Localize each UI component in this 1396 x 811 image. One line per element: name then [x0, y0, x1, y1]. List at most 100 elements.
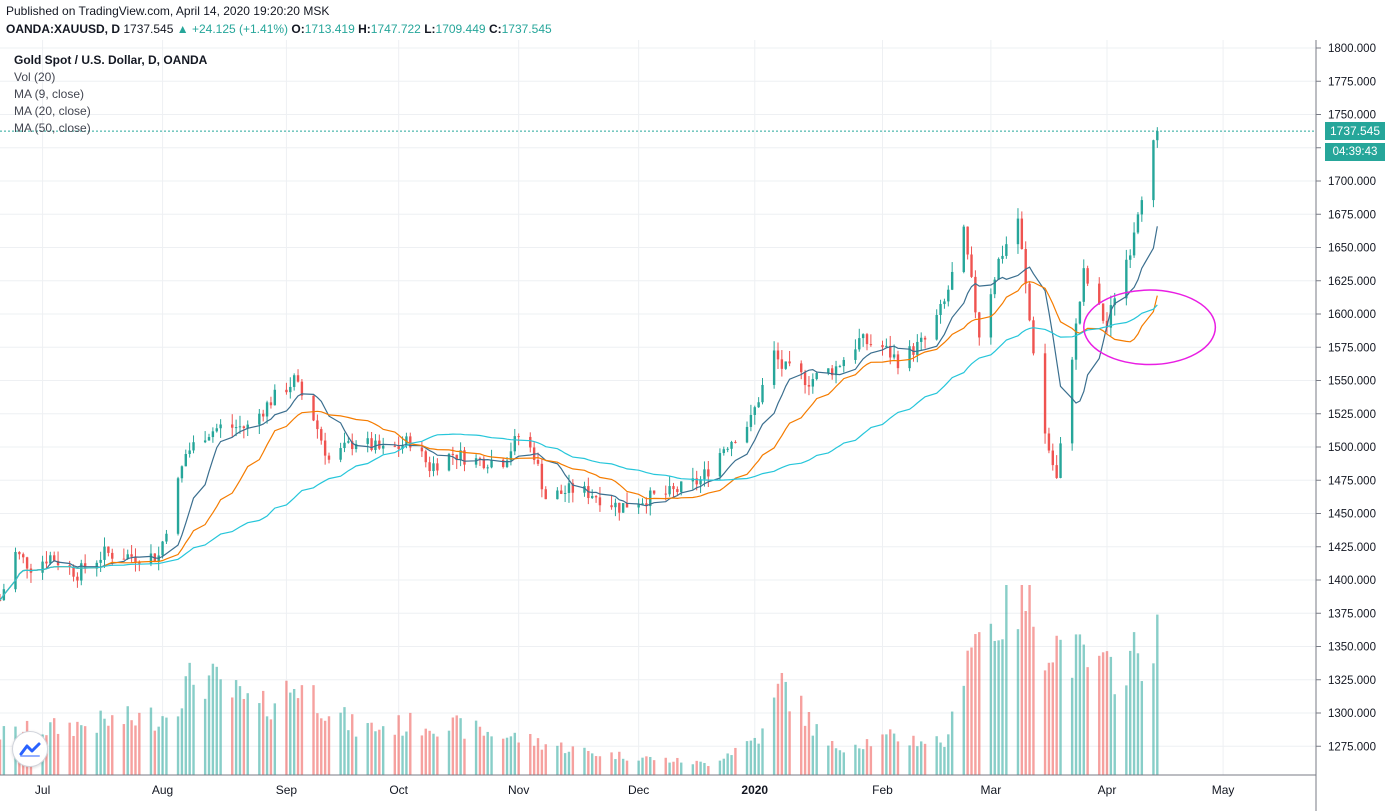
volume-bar [1113, 694, 1116, 775]
volume-bar [366, 723, 369, 775]
candle-body [730, 441, 733, 449]
volume-bar [463, 738, 466, 775]
volume-bar [803, 725, 807, 775]
volume-bar [231, 697, 234, 775]
volume-bar [285, 680, 288, 775]
volume-bar [780, 672, 784, 775]
candle-body [923, 337, 927, 340]
candle-body [14, 551, 17, 590]
candle-body [591, 496, 594, 499]
candle-body [780, 359, 784, 369]
candle-body [269, 402, 273, 406]
candle-body [800, 363, 803, 373]
volume-bar [351, 714, 354, 775]
legend-volume[interactable]: Vol (20) [14, 70, 56, 84]
volume-bar [745, 741, 749, 775]
candle-body [1051, 450, 1054, 466]
candle-body [1024, 249, 1027, 284]
volume-bar [621, 758, 625, 775]
candle-body [807, 385, 811, 387]
volume-bar [1129, 650, 1132, 775]
volume-bar [323, 720, 327, 775]
candle-body [865, 334, 869, 345]
candle-body [614, 502, 617, 508]
legend-ma20[interactable]: MA (20, close) [14, 104, 91, 118]
price-chart[interactable]: 1275.000 1300.000 1325.000 1350.000 1375.000… [0, 40, 1396, 811]
volume-bar [556, 745, 559, 775]
open-value: 1713.419 [304, 22, 355, 36]
y-tick-label: 1500.000 [1328, 442, 1376, 454]
volume-bar [296, 698, 300, 775]
legend-ma50[interactable]: MA (50, close) [14, 121, 91, 135]
candle-body [134, 556, 137, 563]
candle-body [161, 541, 164, 556]
candle-body [1043, 353, 1047, 434]
candle-body [610, 505, 613, 508]
volume-bar [401, 735, 404, 775]
volume-bar [509, 736, 513, 775]
volume-bar [707, 766, 710, 775]
candle-body [68, 565, 71, 567]
candle-body [327, 455, 331, 460]
candle-body [258, 413, 261, 425]
annotation-ellipse [1083, 289, 1217, 366]
volume-bar [246, 693, 249, 775]
candle-body [111, 552, 114, 559]
volume-bar [1132, 632, 1136, 775]
volume-bar [505, 737, 509, 775]
candle-body [490, 459, 493, 468]
candle-body [486, 467, 489, 469]
candle-body [505, 460, 509, 467]
candle-body [343, 442, 346, 449]
volume-bar [966, 650, 969, 775]
candle-body [273, 389, 277, 406]
x-tick-label: Apr [1098, 783, 1117, 797]
candle-body [130, 554, 133, 557]
volume-bar [563, 753, 567, 775]
candle-body [978, 312, 981, 338]
candle-body [1001, 255, 1004, 259]
volume-bar [1101, 652, 1105, 775]
candle-body [176, 478, 180, 534]
volume-bar [211, 663, 215, 775]
candle-body [25, 557, 29, 569]
y-tick-label: 1700.000 [1328, 176, 1376, 188]
volume-bar [347, 730, 350, 775]
volume-bar [459, 718, 462, 775]
legend-ma9[interactable]: MA (9, close) [14, 87, 85, 101]
candle-body [1140, 200, 1144, 215]
candle-body [207, 437, 211, 441]
candle-body [80, 563, 83, 581]
volume-bar [258, 703, 261, 775]
volume-bar [420, 735, 424, 775]
ma9-line [0, 226, 1158, 601]
candle-body [838, 366, 842, 368]
volume-bar [405, 731, 408, 775]
candle-body [703, 469, 706, 480]
volume-bar [393, 734, 396, 775]
volume-bar [49, 722, 52, 775]
volume-bar [881, 734, 884, 775]
volume-bar [76, 721, 79, 775]
candle-body [1016, 218, 1020, 245]
volume-bar [784, 681, 787, 775]
candle-body [436, 463, 439, 471]
volume-bar [1059, 639, 1062, 775]
volume-bar [560, 742, 563, 775]
candle-body [621, 503, 625, 513]
volume-bar [610, 752, 613, 775]
y-tick-label: 1400.000 [1328, 575, 1376, 587]
y-tick-label: 1350.000 [1328, 642, 1376, 654]
candle-body [234, 427, 238, 429]
candle-body [842, 359, 845, 367]
tradingview-logo[interactable] [12, 731, 48, 767]
volume-bar [103, 718, 106, 775]
volume-bar [935, 736, 938, 775]
volume-bar [134, 725, 137, 775]
volume-bar [730, 755, 733, 775]
candle-body [1086, 268, 1089, 284]
volume-bar [1098, 655, 1101, 775]
x-tick-label: Mar [981, 783, 1002, 797]
candle-body [1078, 301, 1082, 324]
volume-bar [95, 732, 98, 775]
